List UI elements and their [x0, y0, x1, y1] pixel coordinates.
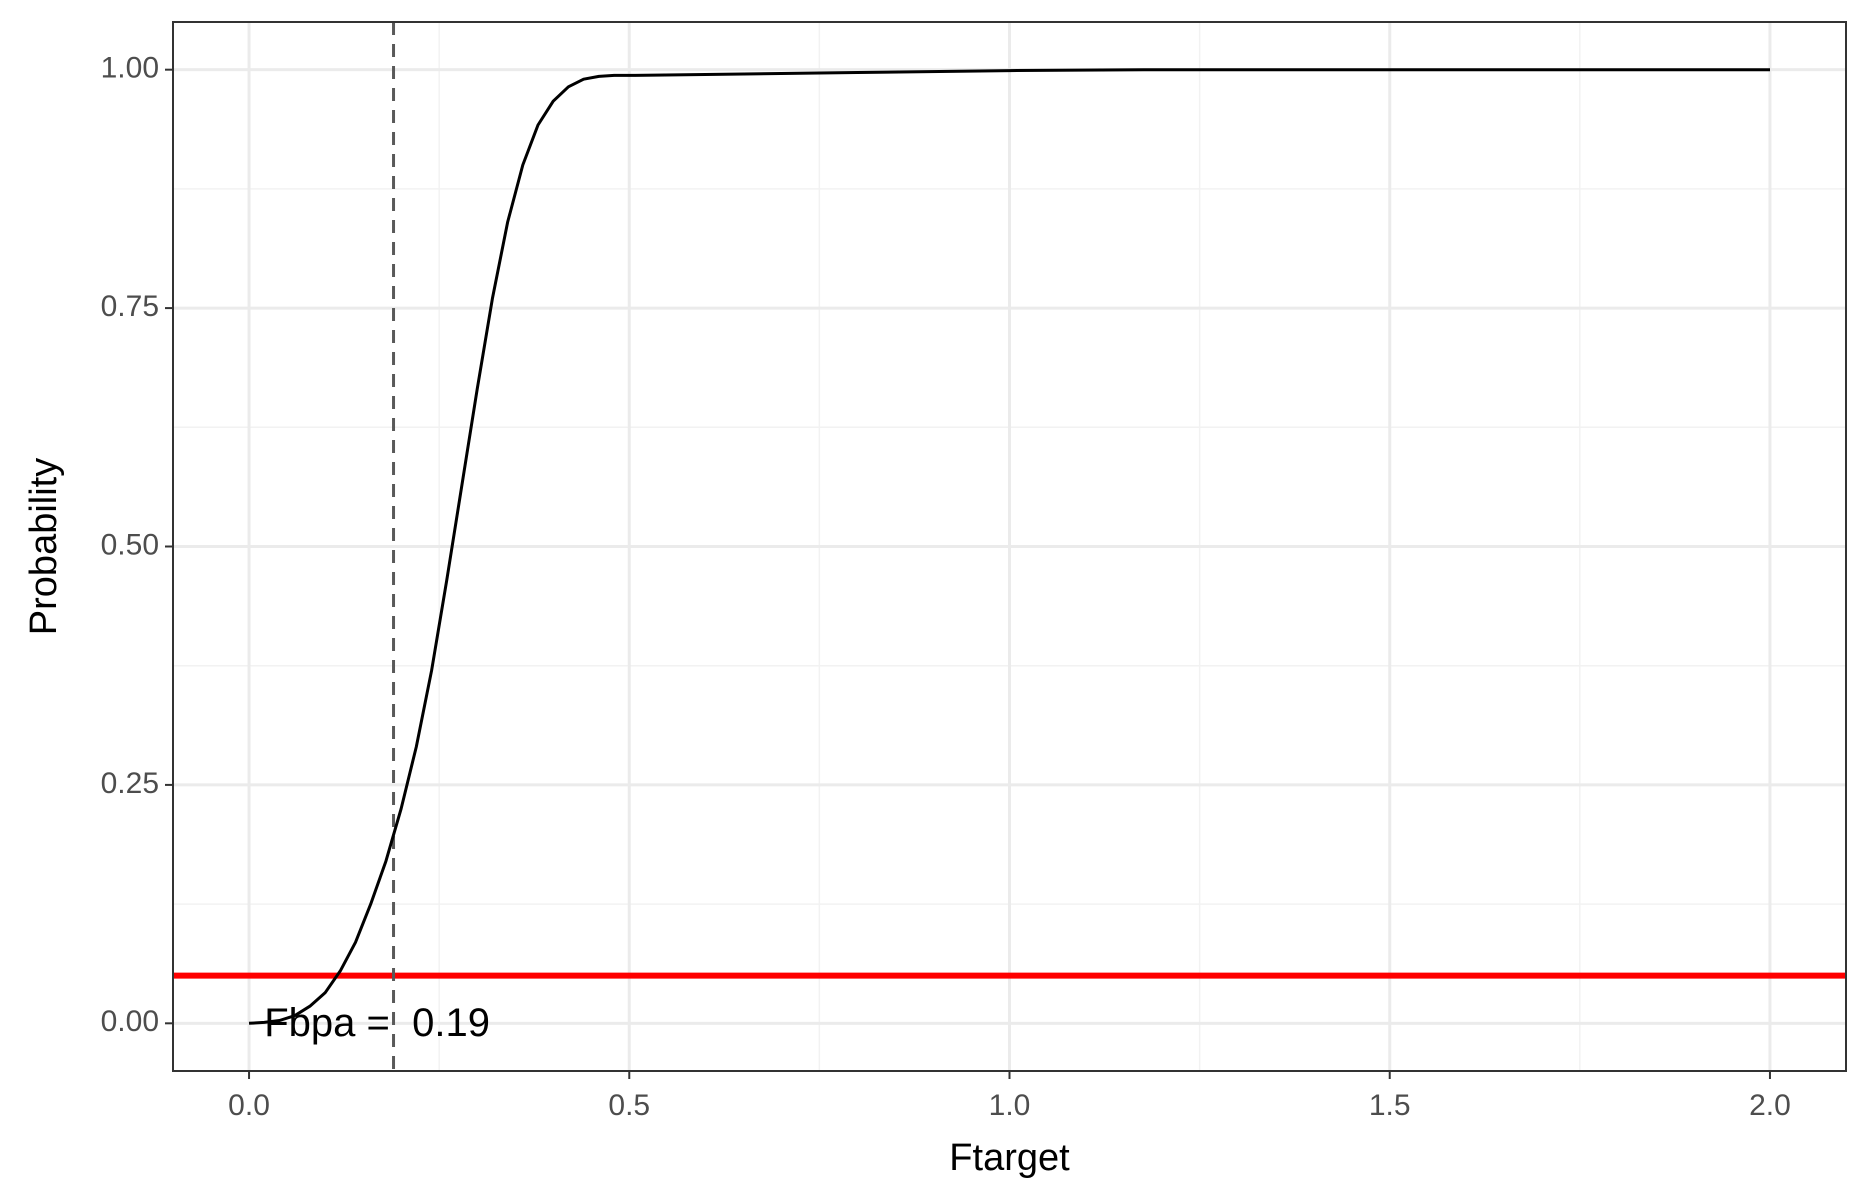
x-tick-label: 0.0	[228, 1089, 270, 1122]
x-axis-title: Ftarget	[949, 1137, 1070, 1179]
y-axis-title: Probability	[23, 458, 65, 635]
y-tick-label: 1.00	[101, 52, 159, 85]
reference-lines	[173, 22, 1846, 1071]
x-tick-label: 0.5	[608, 1089, 650, 1122]
y-tick-label: 0.00	[101, 1005, 159, 1038]
probability-curve	[248, 68, 1770, 1025]
fbpa-annotation: Fbpa = 0.19	[264, 1001, 490, 1045]
y-tick-label: 0.50	[101, 528, 159, 561]
y-axis-ticks: 0.00 0.25 0.50 0.75 1.00	[101, 52, 173, 1038]
major-gridlines	[173, 22, 1846, 1071]
y-tick-label: 0.25	[101, 767, 159, 800]
x-tick-label: 1.0	[989, 1089, 1031, 1122]
y-tick-label: 0.75	[101, 290, 159, 323]
x-tick-label: 1.5	[1369, 1089, 1411, 1122]
series-layer	[248, 68, 1770, 1025]
x-tick-label: 2.0	[1749, 1089, 1791, 1122]
x-axis-ticks: 0.0 0.5 1.0 1.5 2.0	[228, 1071, 1791, 1122]
